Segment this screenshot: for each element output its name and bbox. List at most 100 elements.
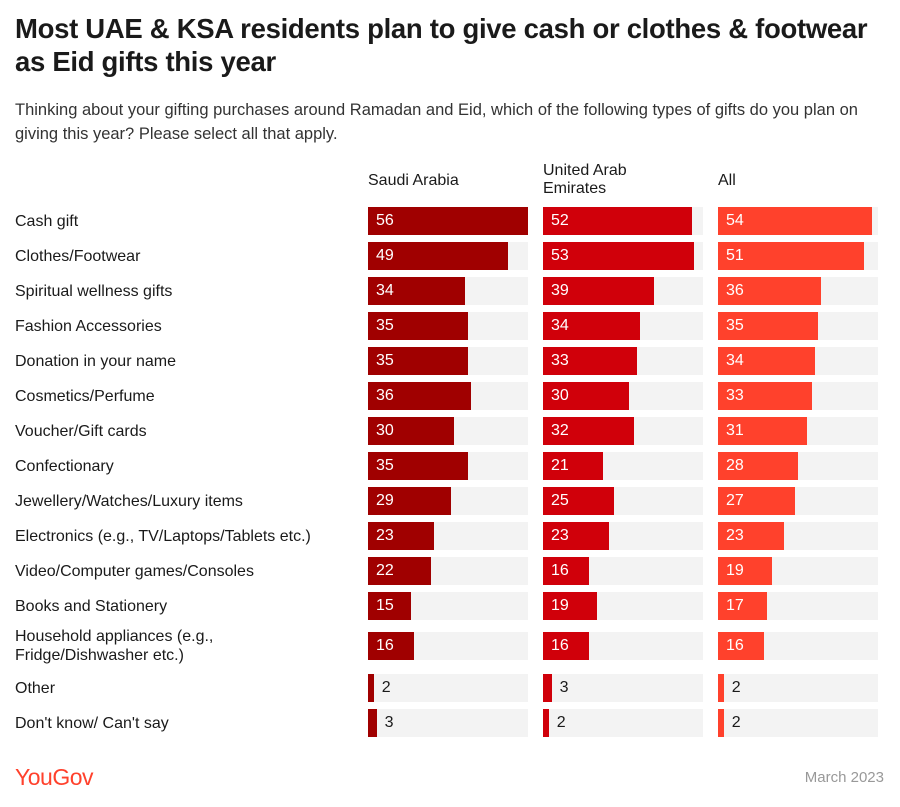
bar-track: 36 [718,277,878,305]
bar-track: 25 [543,487,703,515]
bar [543,674,552,702]
bar [368,277,466,305]
value-label: 32 [551,422,569,439]
value-label: 36 [376,387,394,404]
bar [543,207,692,235]
bar [718,522,784,550]
bar-track: 23 [543,522,703,550]
bar [368,674,374,702]
series-header: Saudi Arabia [368,172,459,189]
bar-track: 16 [368,632,528,660]
bar-track: 29 [368,487,528,515]
bar [368,522,434,550]
value-label: 23 [726,527,744,544]
bar [543,312,641,340]
value-label: 25 [551,492,569,509]
bar-track: 49 [368,242,528,270]
bar [718,632,764,660]
bar [718,207,873,235]
bar [543,382,629,410]
bar-track: 34 [718,347,878,375]
bar [718,277,821,305]
bar [543,522,609,550]
bar-track: 30 [543,382,703,410]
bar [718,312,818,340]
value-label: 2 [556,714,566,731]
value-label: 51 [726,247,744,264]
bar-track: 32 [543,417,703,445]
value-label: 33 [726,387,744,404]
category-label: Voucher/Gift cards [15,422,147,440]
category-label: Household appliances (e.g., Fridge/Dishw… [15,628,214,664]
category-label: Other [15,679,56,697]
bar [718,674,724,702]
value-label: 22 [376,562,394,579]
bar-track: 19 [543,592,703,620]
bar [368,557,431,585]
value-label: 27 [726,492,744,509]
category-label: Donation in your name [15,352,176,370]
bar-track: 17 [718,592,878,620]
bar-track: 16 [718,632,878,660]
bar [543,487,615,515]
value-label: 3 [384,714,394,731]
value-label: 34 [726,352,744,369]
value-label: 23 [376,527,394,544]
value-label: 17 [726,597,744,614]
value-label: 35 [376,352,394,369]
bar-track: 35 [368,452,528,480]
bar [718,709,724,737]
category-label: Cosmetics/Perfume [15,387,155,405]
value-label: 19 [551,597,569,614]
bar-track: 3 [543,674,703,702]
bar [543,277,655,305]
series-header: All [718,172,736,189]
bar-track: 21 [543,452,703,480]
bar-track: 36 [368,382,528,410]
bar-track: 2 [543,709,703,737]
value-label: 33 [551,352,569,369]
category-label: Cash gift [15,212,79,230]
bar [368,347,468,375]
value-label: 16 [551,637,569,654]
bar-track: 33 [718,382,878,410]
value-label: 34 [376,282,394,299]
bar [543,632,589,660]
bar-track: 22 [368,557,528,585]
bar-track: 31 [718,417,878,445]
bar-track: 2 [718,709,878,737]
bar-track: 54 [718,207,878,235]
category-label: Don't know/ Can't say [15,714,169,732]
category-label: Jewellery/Watches/Luxury items [15,492,243,510]
bar-track: 35 [368,347,528,375]
value-label: 16 [726,637,744,654]
date-label: March 2023 [804,769,884,786]
bar-track: 35 [368,312,528,340]
bar-track: 23 [368,522,528,550]
value-label: 36 [726,282,744,299]
bar-track: 27 [718,487,878,515]
bar-track: 30 [368,417,528,445]
bar [368,207,528,235]
value-label: 21 [551,457,569,474]
bar [543,557,589,585]
bar [368,452,468,480]
value-label: 16 [551,562,569,579]
bar [543,709,549,737]
bar [368,417,454,445]
value-label: 2 [731,679,741,696]
bar-track: 28 [718,452,878,480]
value-label: 54 [726,212,744,229]
category-label: Spiritual wellness gifts [15,282,173,300]
bar [543,452,603,480]
value-label: 30 [551,387,569,404]
category-label: Confectionary [15,457,114,475]
bar-track: 23 [718,522,878,550]
value-label: 19 [726,562,744,579]
value-label: 56 [376,212,394,229]
bar [543,592,598,620]
value-label: 53 [551,247,569,264]
chart-subtitle: Thinking about your gifting purchases ar… [15,101,858,143]
bar-track: 56 [368,207,528,235]
series-header: United Arab Emirates [543,162,627,197]
